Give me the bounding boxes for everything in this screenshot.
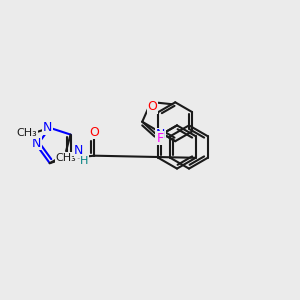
Text: N: N (74, 144, 83, 157)
Text: F: F (156, 132, 164, 145)
Text: N: N (43, 121, 52, 134)
Text: O: O (148, 100, 158, 113)
Text: CH₃: CH₃ (16, 128, 37, 138)
Text: O: O (89, 126, 99, 139)
Text: CH₃: CH₃ (56, 153, 76, 163)
Text: N: N (156, 128, 165, 141)
Text: N: N (32, 136, 42, 150)
Text: H: H (80, 156, 88, 166)
